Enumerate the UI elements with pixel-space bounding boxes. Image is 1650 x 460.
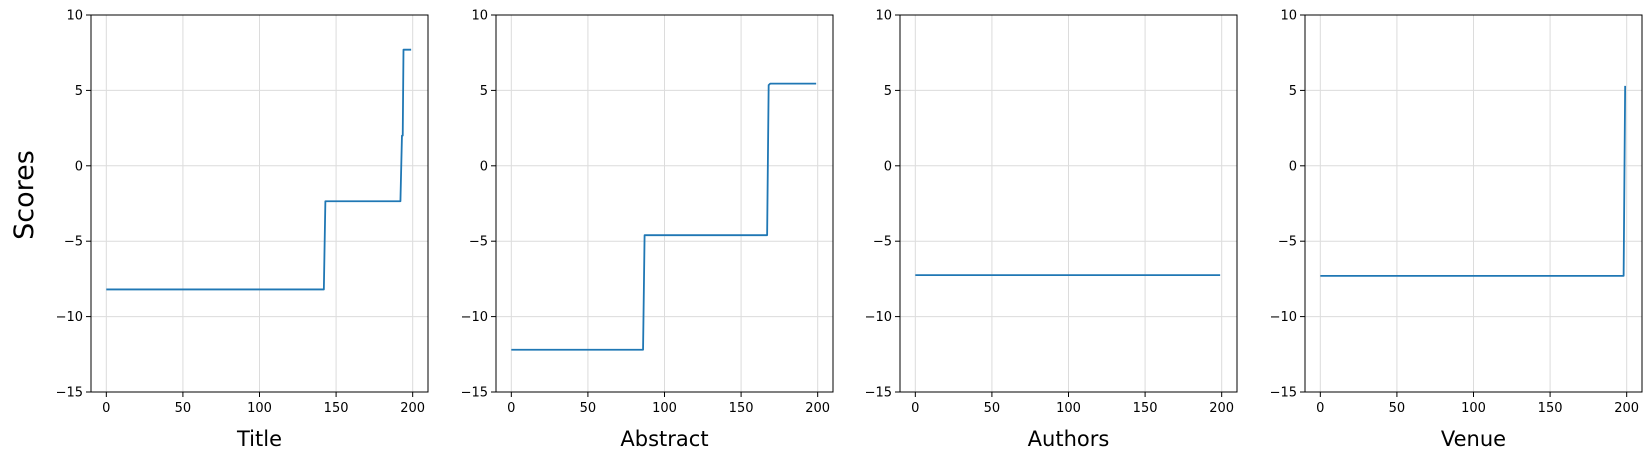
x-tick-label: 0 — [1316, 401, 1324, 416]
y-tick-label: 5 — [75, 84, 83, 99]
x-tick-label: 150 — [729, 401, 754, 416]
grid — [900, 14, 1237, 393]
y-tick-label: −15 — [56, 386, 83, 401]
grid — [91, 14, 428, 393]
x-tick-label: 200 — [1614, 401, 1639, 416]
x-tick-label: 0 — [102, 401, 110, 416]
chart-panel-3: 0 50 100 150 200 −15 −10 −5 0 5 10 Authors — [865, 9, 1238, 451]
x-tick-label: 100 — [1461, 401, 1486, 416]
y-axis-label: Scores — [9, 150, 40, 240]
x-tick-label: 50 — [1389, 401, 1406, 416]
y-tick-label: 5 — [1289, 84, 1297, 99]
series-line-1 — [1320, 85, 1627, 277]
y-tick-label: −10 — [461, 310, 488, 325]
x-tick-label: 150 — [1538, 401, 1563, 416]
y-tick-label: −10 — [865, 310, 892, 325]
x-axis-label: Venue — [1441, 427, 1506, 451]
y-tick-label: 10 — [1280, 9, 1297, 24]
x-tick-label: 0 — [507, 401, 515, 416]
y-tick-label: −10 — [1270, 310, 1297, 325]
y-tick-label: −15 — [461, 386, 488, 401]
x-axis-label: Abstract — [620, 427, 708, 451]
y-tick-label: 5 — [884, 84, 892, 99]
x-tick-label: 50 — [984, 401, 1001, 416]
x-tick-label: 150 — [324, 401, 349, 416]
grid — [1305, 14, 1642, 393]
x-tick-label: 200 — [400, 401, 425, 416]
y-tick-label: 5 — [480, 84, 488, 99]
series-line-1 — [511, 82, 817, 351]
x-tick-label: 50 — [175, 401, 192, 416]
grid — [496, 14, 833, 393]
y-tick-label: 10 — [66, 9, 83, 24]
y-tick-label: −15 — [865, 386, 892, 401]
y-tick-label: 0 — [480, 159, 488, 174]
x-tick-label: 100 — [247, 401, 272, 416]
chart-panel-1: 0 50 100 150 200 −15 −10 −5 0 5 10 Title — [56, 9, 429, 451]
y-tick-label: 10 — [471, 9, 488, 24]
x-tick-label: 50 — [580, 401, 597, 416]
x-axis-label: Title — [236, 427, 282, 451]
y-tick-label: −5 — [873, 235, 892, 250]
x-axis-label: Authors — [1028, 427, 1110, 451]
x-tick-label: 200 — [805, 401, 830, 416]
x-tick-label: 100 — [652, 401, 677, 416]
y-tick-label: 10 — [875, 9, 892, 24]
series-line-1 — [106, 48, 412, 291]
x-tick-label: 200 — [1209, 401, 1234, 416]
chart-panel-4: 0 50 100 150 200 −15 −10 −5 0 5 10 Venue — [1270, 9, 1643, 451]
y-tick-label: −10 — [56, 310, 83, 325]
x-tick-label: 0 — [911, 401, 919, 416]
y-tick-label: −15 — [1270, 386, 1297, 401]
y-tick-label: −5 — [1278, 235, 1297, 250]
x-tick-label: 100 — [1056, 401, 1081, 416]
chart-panel-2: 0 50 100 150 200 −15 −10 −5 0 5 10 Abstract — [461, 9, 834, 451]
y-tick-label: 0 — [75, 159, 83, 174]
y-tick-label: 0 — [1289, 159, 1297, 174]
y-tick-label: 0 — [884, 159, 892, 174]
y-tick-label: −5 — [64, 235, 83, 250]
y-tick-label: −5 — [469, 235, 488, 250]
x-tick-label: 150 — [1133, 401, 1158, 416]
